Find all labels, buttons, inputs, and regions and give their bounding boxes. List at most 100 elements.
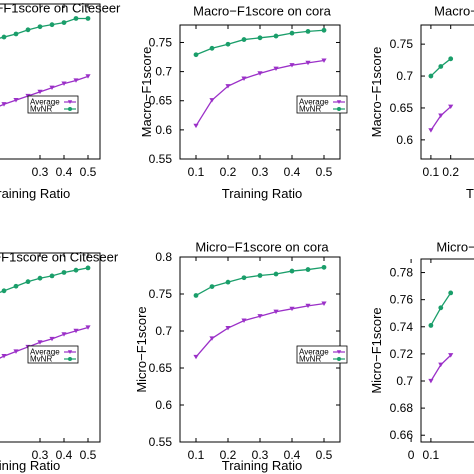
x-tick-label: 0.5 (316, 165, 333, 179)
legend-marker (337, 357, 341, 361)
data-point-mvnr (13, 31, 19, 37)
x-tick-label: 0.5 (80, 165, 97, 179)
x-axis-label: T (466, 186, 474, 201)
x-tick-label: 0.1 (423, 165, 440, 179)
data-point-average (273, 66, 279, 72)
y-tick-label: 0.6 (155, 123, 172, 137)
y-axis-label: Micro−F1score (134, 306, 149, 392)
x-axis-label: Training Ratio (222, 458, 302, 473)
y-tick-label: 0.6 (396, 133, 413, 147)
y-tick-label: 0.76 (390, 293, 414, 307)
data-point-average (321, 58, 327, 63)
data-point-average (448, 353, 454, 358)
legend-marker (337, 107, 341, 111)
data-point-average (305, 60, 311, 66)
data-point-average (321, 301, 327, 306)
data-point-mvnr (273, 33, 279, 39)
data-point-mvnr (428, 323, 434, 328)
data-point-mvnr (85, 265, 91, 271)
chart-title: Macro−F1score on Citeseer (0, 0, 121, 15)
x-tick-label: 0.2 (220, 448, 237, 462)
legend-label: Average (299, 348, 329, 357)
data-point-mvnr (448, 290, 454, 296)
data-point-average (193, 354, 199, 360)
y-tick-label: 0.75 (149, 287, 173, 301)
x-tick-label: 0 (408, 448, 415, 462)
series-line-average (430, 106, 452, 131)
data-point-average (241, 76, 247, 81)
data-point-average (1, 354, 7, 359)
data-point-mvnr (49, 22, 55, 28)
panel-citeseer-micro: Micro−F1score on Citeseer 0.3 0.4 0.5 Traini… (0, 249, 119, 473)
x-tick-label: 0.2 (442, 165, 459, 179)
y-tick-label: 0.65 (390, 101, 414, 115)
x-tick-label: 0.4 (284, 165, 301, 179)
series-line-mvnr (195, 266, 325, 297)
data-point-mvnr (49, 273, 55, 279)
data-point-mvnr (73, 267, 79, 273)
data-point-mvnr (289, 30, 295, 36)
legend-label: MvNR (299, 105, 321, 114)
x-tick-label: 0.5 (316, 448, 333, 462)
data-point-mvnr (73, 16, 79, 21)
y-tick-label: 0.7 (155, 324, 172, 338)
plot-frame (420, 24, 474, 160)
data-point-average (448, 104, 454, 110)
data-point-average (73, 328, 79, 334)
data-point-mvnr (193, 52, 199, 58)
data-point-average (1, 102, 7, 107)
data-point-average (49, 336, 55, 342)
legend-marker (68, 357, 72, 361)
data-point-mvnr (209, 284, 215, 289)
data-point-mvnr (25, 279, 31, 285)
data-point-average (241, 318, 247, 323)
data-point-mvnr (289, 268, 295, 274)
data-point-average (73, 78, 79, 83)
data-point-average (85, 74, 91, 79)
data-point-mvnr (257, 273, 263, 278)
y-tick-label: 0.7 (396, 374, 413, 388)
legend-marker (67, 100, 73, 104)
data-point-mvnr (37, 275, 43, 281)
data-point-average (85, 325, 91, 330)
panel-third-macro: Macro−F 0.10.2 0.6 0.65 0.7 0.75 T Macro−F1scor… (369, 3, 474, 201)
data-point-mvnr (428, 73, 434, 79)
x-axis-label: Training Ratio (0, 458, 60, 473)
y-tick-label: 0.65 (149, 94, 173, 108)
data-point-mvnr (37, 24, 43, 30)
data-point-average (305, 303, 311, 309)
series-line-average (195, 59, 325, 127)
data-point-average (13, 349, 19, 354)
chart-title: Micro−F1score on cora (195, 239, 329, 254)
data-point-average (61, 332, 67, 337)
data-point-mvnr (305, 29, 311, 34)
data-point-average (289, 306, 295, 312)
series-line-average (430, 354, 452, 382)
y-tick-label: 0.75 (149, 35, 173, 49)
panel-cora-micro: Micro−F1score on cora 0.1 0.2 0.3 0.4 0.5 0.55… (134, 239, 348, 473)
y-tick-label: 0.65 (149, 361, 173, 375)
series-line-mvnr (195, 29, 325, 56)
x-tick-label: 0.3 (252, 165, 269, 179)
data-point-mvnr (257, 35, 263, 41)
data-point-mvnr (241, 37, 247, 42)
data-point-mvnr (13, 283, 19, 289)
x-axis-label: Training Ratio (222, 186, 302, 201)
legend-marker (67, 350, 73, 354)
x-tick-label: 0.4 (56, 165, 73, 179)
legend-label: MvNR (299, 355, 321, 364)
y-axis-label: Macro−F1score (369, 47, 384, 138)
data-point-average (193, 123, 199, 129)
chart-title: Macro−F1score on cora (193, 3, 331, 18)
data-point-mvnr (438, 64, 444, 69)
data-point-mvnr (1, 288, 7, 294)
y-tick-label: 0.74 (390, 320, 414, 334)
y-axis-label: Macro−F1score (139, 47, 154, 138)
data-point-mvnr (25, 27, 31, 33)
y-tick-label: 0.8 (155, 250, 172, 264)
x-tick-label: 0.3 (252, 448, 269, 462)
plot-frame (0, 3, 101, 160)
data-point-average (61, 81, 67, 86)
y-tick-label: 0.78 (390, 266, 414, 280)
legend-label: MvNR (30, 105, 52, 114)
